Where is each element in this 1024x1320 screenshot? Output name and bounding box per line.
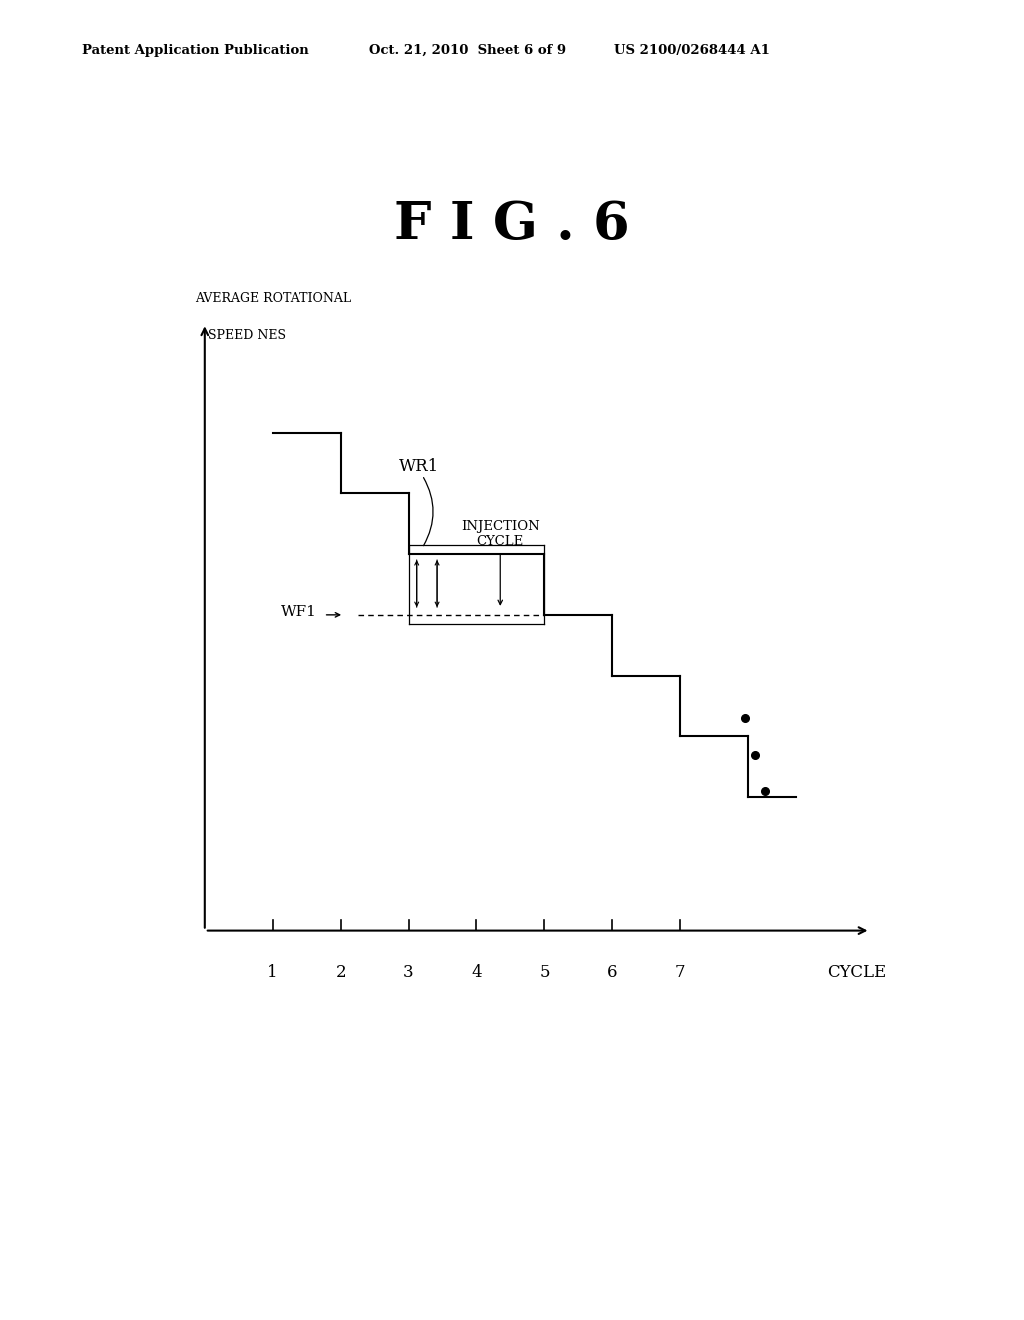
Text: 2: 2 [335, 964, 346, 981]
Text: CYCLE: CYCLE [827, 964, 887, 981]
Text: AVERAGE ROTATIONAL: AVERAGE ROTATIONAL [195, 292, 351, 305]
Text: F I G . 6: F I G . 6 [394, 199, 630, 249]
Text: 1: 1 [267, 964, 279, 981]
Text: 5: 5 [540, 964, 550, 981]
Text: Oct. 21, 2010  Sheet 6 of 9: Oct. 21, 2010 Sheet 6 of 9 [369, 44, 566, 57]
Text: WF1: WF1 [281, 605, 316, 619]
Text: 3: 3 [403, 964, 414, 981]
Text: INJECTION
CYCLE: INJECTION CYCLE [461, 520, 540, 548]
Text: SPEED NES: SPEED NES [208, 329, 286, 342]
Text: US 2100/0268444 A1: US 2100/0268444 A1 [614, 44, 770, 57]
Text: 7: 7 [675, 964, 685, 981]
Text: 4: 4 [471, 964, 481, 981]
Text: 6: 6 [607, 964, 617, 981]
Text: Patent Application Publication: Patent Application Publication [82, 44, 308, 57]
Text: WR1: WR1 [398, 458, 439, 475]
